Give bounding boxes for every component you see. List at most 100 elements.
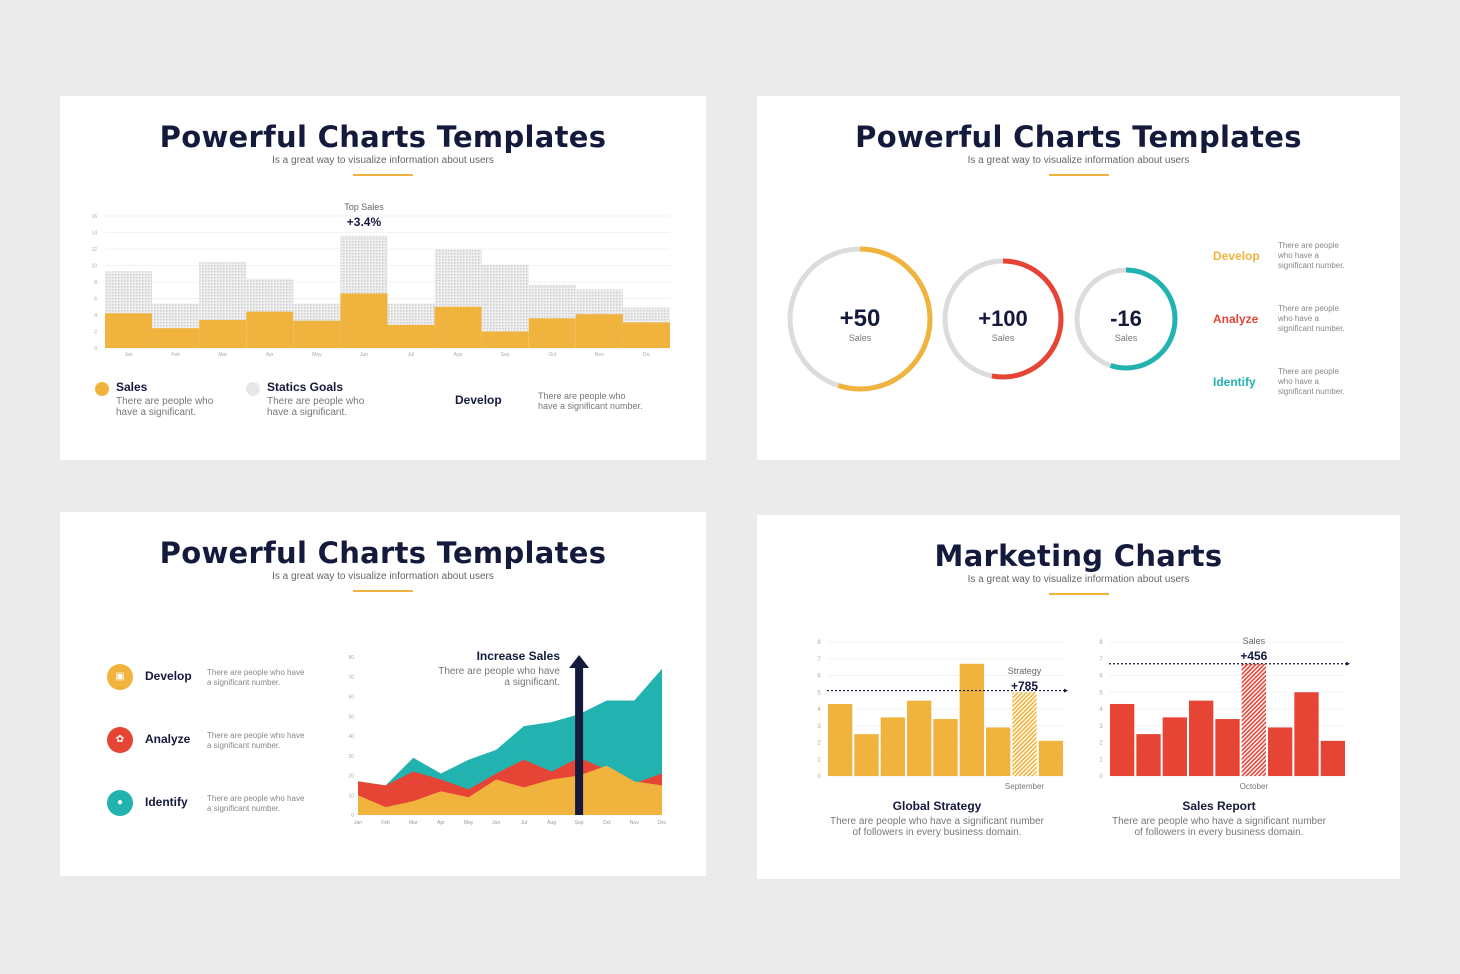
- global-strategy-chart: 0 1 2 3 4 5 6 7 8 September Strategy +785: [817, 640, 1068, 791]
- ring-legend-label: Identify: [1213, 375, 1256, 389]
- stacked-bar-chart: 0 2 4 6 8 10 12 14 16 Jan Feb Mar Apr May Jun Jul Ago Sep…: [91, 202, 670, 358]
- users-icon: ●: [107, 790, 133, 816]
- slide-ring-charts: Powerful Charts Templates Is a great way…: [757, 96, 1400, 460]
- svg-text:10: 10: [348, 793, 354, 799]
- slide-title: Powerful Charts Templates: [159, 120, 607, 154]
- svg-text:+100: +100: [978, 306, 1028, 331]
- svg-text:Nov: Nov: [595, 352, 604, 358]
- svg-text:Jul: Jul: [521, 820, 527, 826]
- svg-text:Apr: Apr: [437, 820, 445, 826]
- svg-text:-16: -16: [1110, 306, 1142, 331]
- slide-subtitle: Is a great way to visualize information …: [272, 155, 494, 166]
- slide-title: Powerful Charts Templates: [159, 536, 607, 570]
- ring-legend-label: Analyze: [1213, 312, 1259, 326]
- svg-text:80: 80: [348, 655, 354, 661]
- svg-text:10: 10: [91, 264, 97, 270]
- sales-report-chart: 0 1 2 3 4 5 6 7 8 October Sales +456: [1099, 636, 1350, 791]
- svg-text:Jan: Jan: [125, 352, 133, 358]
- svg-text:Dec: Dec: [658, 820, 667, 826]
- svg-text:Sales: Sales: [1243, 636, 1266, 646]
- svg-text:0: 0: [1099, 774, 1103, 780]
- slide-title: Marketing Charts: [934, 539, 1223, 573]
- svg-text:Sales: Sales: [992, 333, 1015, 343]
- svg-text:Sales: Sales: [849, 333, 872, 343]
- svg-text:Sep: Sep: [575, 820, 584, 826]
- svg-text:+456: +456: [1240, 649, 1267, 663]
- area-legend-desc: There are people who have a significant n…: [207, 794, 305, 813]
- svg-text:2: 2: [817, 741, 821, 747]
- ring-legend-desc: There are people who have a significant nu…: [1278, 241, 1345, 270]
- title-underline: [1048, 593, 1109, 595]
- area-legend-label: Identify: [145, 795, 188, 809]
- svg-text:1: 1: [1099, 757, 1103, 763]
- svg-text:+3.4%: +3.4%: [347, 215, 382, 229]
- slide-subtitle: Is a great way to visualize information …: [967, 574, 1190, 585]
- title-underline: [353, 590, 413, 592]
- svg-text:4: 4: [1099, 707, 1103, 713]
- svg-text:Strategy: Strategy: [1008, 666, 1042, 676]
- svg-text:Aug: Aug: [547, 820, 556, 826]
- svg-text:Oct: Oct: [548, 352, 556, 358]
- svg-text:Jul: Jul: [408, 352, 414, 358]
- svg-text:6: 6: [94, 297, 97, 303]
- ring-legend-desc: There are people who have a significant nu…: [1278, 304, 1345, 333]
- svg-text:Jan: Jan: [354, 820, 362, 826]
- svg-text:40: 40: [348, 734, 354, 740]
- sales-report-caption: Sales Report There are people who have a…: [1111, 799, 1327, 838]
- svg-text:0: 0: [94, 346, 97, 352]
- title-underline: [1048, 174, 1109, 176]
- area-legend-desc: There are people who have a significant n…: [207, 668, 305, 687]
- svg-text:May: May: [312, 352, 322, 358]
- develop-label: Develop: [455, 393, 502, 407]
- svg-text:Nov: Nov: [630, 820, 639, 826]
- svg-text:2: 2: [94, 330, 97, 336]
- svg-text:Jun: Jun: [492, 820, 500, 826]
- slide-bar-chart: Powerful Charts Templates Is a great way…: [60, 96, 706, 460]
- increase-sales-label: Increase Sales: [476, 649, 560, 663]
- svg-text:Mar: Mar: [409, 820, 418, 826]
- svg-text:0: 0: [351, 813, 354, 819]
- svg-text:6: 6: [817, 674, 821, 680]
- svg-text:Jun: Jun: [360, 352, 368, 358]
- svg-text:8: 8: [817, 640, 821, 646]
- svg-text:4: 4: [94, 313, 97, 319]
- stacked-area-chart: 0 10 20 30 40 50 60 70 80 Jan Feb Mar Apr May Jun Jul Au…: [348, 655, 667, 826]
- svg-text:Feb: Feb: [171, 352, 180, 358]
- svg-text:2: 2: [1099, 741, 1103, 747]
- slide-area-chart: Powerful Charts Templates Is a great way…: [60, 512, 706, 876]
- svg-text:October: October: [1240, 782, 1269, 791]
- svg-text:5: 5: [817, 690, 821, 696]
- svg-text:7: 7: [817, 657, 821, 663]
- slide-marketing-charts: Marketing Charts Is a great way to visua…: [757, 515, 1400, 879]
- svg-text:Top Sales: Top Sales: [344, 202, 384, 212]
- svg-text:+50: +50: [840, 305, 881, 332]
- svg-text:12: 12: [91, 247, 97, 253]
- svg-text:60: 60: [348, 695, 354, 701]
- cube-icon: ▣: [107, 664, 133, 690]
- svg-text:20: 20: [348, 774, 354, 780]
- sales-dot-icon: [95, 382, 109, 396]
- ring-legend-desc: There are people who have a significant nu…: [1278, 367, 1345, 396]
- svg-text:0: 0: [817, 774, 821, 780]
- brain-icon: ✿: [107, 727, 133, 753]
- area-legend-label: Analyze: [145, 732, 191, 746]
- svg-text:1: 1: [817, 757, 821, 763]
- increase-sales-desc: There are people who have a significant.: [438, 666, 560, 688]
- develop-desc: There are people who have a significant …: [538, 391, 643, 411]
- svg-text:Sep: Sep: [501, 352, 510, 358]
- slide-subtitle: Is a great way to visualize information …: [272, 571, 494, 582]
- svg-text:8: 8: [94, 280, 97, 286]
- goals-dot-icon: [246, 382, 260, 396]
- svg-text:14: 14: [91, 231, 97, 237]
- svg-text:4: 4: [817, 707, 821, 713]
- svg-text:May: May: [464, 820, 474, 826]
- svg-text:3: 3: [1099, 724, 1103, 730]
- global-strategy-caption: Global Strategy There are people who hav…: [829, 799, 1045, 838]
- svg-text:Oct: Oct: [603, 820, 611, 826]
- area-legend-desc: There are people who have a significant n…: [207, 731, 305, 750]
- svg-text:16: 16: [91, 214, 97, 220]
- svg-text:+785: +785: [1011, 679, 1038, 693]
- svg-text:Feb: Feb: [381, 820, 390, 826]
- svg-text:6: 6: [1099, 674, 1103, 680]
